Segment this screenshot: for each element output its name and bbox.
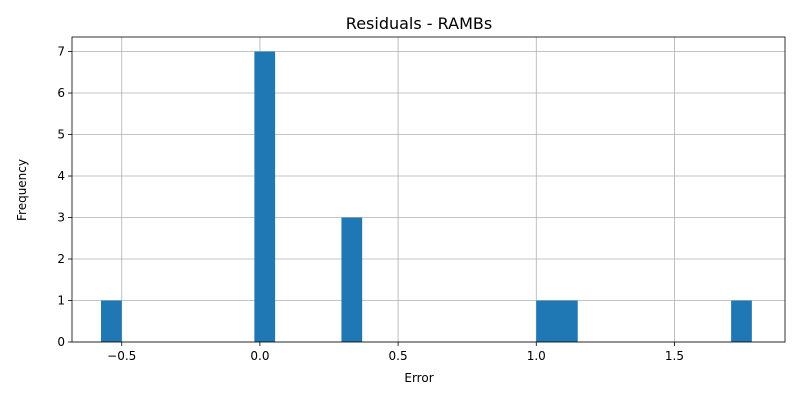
y-tick-label: 1 — [57, 294, 65, 308]
x-tick-label: 1.0 — [527, 349, 546, 363]
y-tick-label: 5 — [57, 128, 65, 142]
x-tick-label: 0.5 — [389, 349, 408, 363]
y-tick-label: 6 — [57, 86, 65, 100]
histogram-bar — [254, 51, 276, 343]
x-tick-label: −0.5 — [107, 349, 136, 363]
y-tick-label: 3 — [57, 211, 65, 225]
histogram-bar — [557, 300, 578, 342]
x-tick-label: 0.0 — [250, 349, 269, 363]
y-axis-label: Frequency — [15, 159, 29, 221]
x-axis-label: Error — [404, 371, 433, 385]
chart-title: Residuals - RAMBs — [346, 14, 492, 33]
histogram-bar — [341, 217, 363, 342]
plot-frame — [71, 36, 786, 343]
histogram-bar — [731, 300, 752, 342]
bar-layer — [101, 51, 752, 343]
histogram-bar — [536, 300, 558, 342]
grid-layer — [72, 37, 785, 343]
y-tick-label: 0 — [57, 335, 65, 349]
y-tick-label: 2 — [57, 252, 65, 266]
x-tick-label: 1.5 — [665, 349, 684, 363]
tick-layer: −0.5 0.0 0.5 1.0 1.5 0 1 2 3 4 5 6 7 — [57, 45, 684, 363]
y-tick-label: 4 — [57, 169, 65, 183]
y-tick-label: 7 — [57, 45, 65, 59]
histogram-bar — [101, 300, 122, 342]
